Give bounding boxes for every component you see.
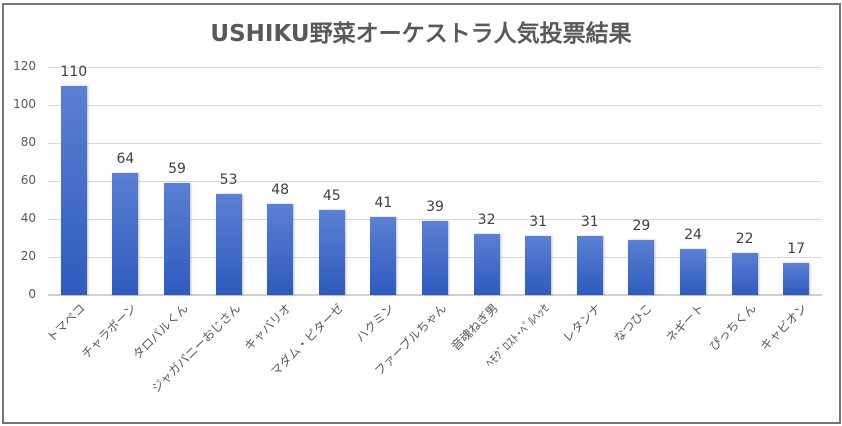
x-tick-label: キャバリオ	[241, 301, 295, 354]
y-tick-label: 100	[13, 97, 36, 111]
y-tick-label: 20	[20, 249, 36, 263]
y-tick-label: 80	[20, 135, 36, 149]
data-label: 48	[271, 181, 290, 198]
data-label: 31	[580, 214, 599, 231]
bar	[318, 209, 345, 295]
data-label: 53	[219, 172, 238, 189]
chart-frame	[2, 3, 841, 424]
gridline	[48, 181, 822, 182]
bar	[112, 173, 139, 295]
data-label: 64	[116, 151, 135, 168]
chart-title: USHIKU野菜オーケストラ人気投票結果	[210, 21, 632, 47]
data-label: 17	[787, 240, 806, 257]
x-tick-label: ぴっちくん	[706, 301, 759, 354]
x-tick-label: ハクミン	[353, 301, 398, 345]
data-label: 41	[374, 195, 393, 212]
bar	[370, 217, 397, 295]
data-label: 45	[322, 187, 341, 204]
gridline	[48, 143, 822, 144]
data-label: 22	[735, 231, 754, 248]
data-label: 29	[632, 217, 651, 234]
y-tick-label: 120	[13, 59, 36, 73]
bar	[267, 203, 294, 295]
x-tick-label: ジャガパニーおじさん	[148, 301, 243, 396]
x-tick-label: キャビオン	[757, 301, 811, 354]
bar	[60, 86, 87, 295]
gridline	[48, 67, 822, 68]
bar	[576, 236, 603, 295]
x-axis-line	[48, 294, 822, 296]
data-label: 24	[684, 227, 702, 244]
y-tick-label: 40	[20, 211, 36, 225]
bar	[783, 262, 810, 295]
data-label: 59	[168, 160, 186, 177]
gridline	[48, 219, 822, 220]
bar	[525, 236, 552, 295]
x-tick-label: ネギート	[663, 301, 707, 345]
data-label: 31	[529, 214, 548, 231]
bar	[164, 182, 190, 295]
data-label: 110	[60, 64, 88, 80]
x-tick-label: なつひこ	[611, 301, 656, 345]
gridline	[48, 105, 822, 106]
bar	[215, 194, 242, 295]
bar	[473, 234, 500, 295]
data-label: 32	[477, 212, 496, 229]
bar	[422, 220, 448, 295]
data-label: 39	[426, 198, 444, 215]
y-tick-label: 60	[20, 173, 36, 187]
x-tick-label: 音魂ねぎ男	[448, 301, 501, 354]
y-tick-label: 0	[28, 287, 36, 301]
bar	[731, 253, 758, 295]
bar	[628, 239, 655, 295]
x-tick-label: トマペコ	[43, 301, 88, 345]
x-tick-label: レタンナ	[559, 301, 604, 345]
bar	[680, 249, 706, 295]
